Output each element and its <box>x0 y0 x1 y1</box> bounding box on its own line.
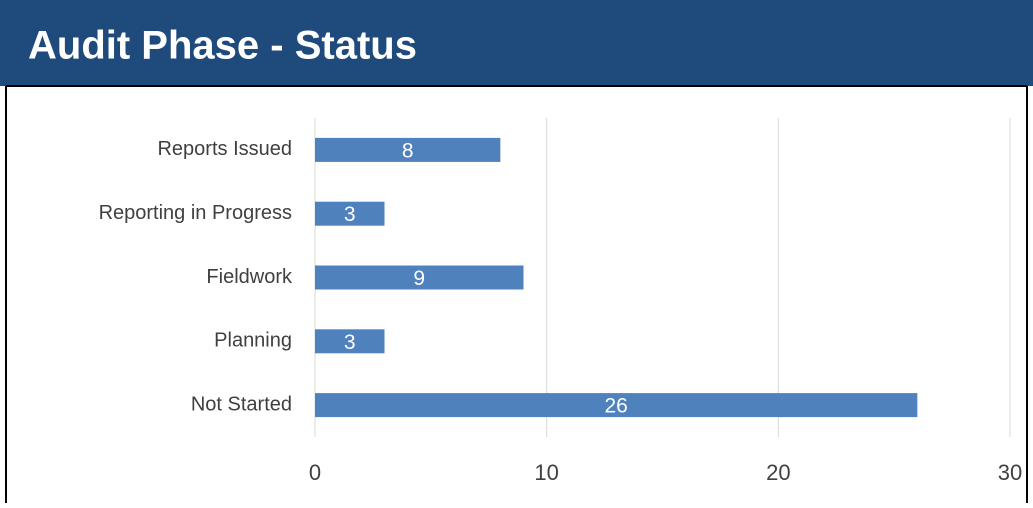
data-label: 3 <box>344 203 356 226</box>
y-tick-label: Reports Issued <box>157 138 292 160</box>
chart-title: Audit Phase - Status <box>28 24 417 68</box>
x-tick-label: 20 <box>766 460 790 485</box>
data-label: 9 <box>413 267 425 290</box>
y-tick-label: Reporting in Progress <box>99 202 292 224</box>
bar <box>315 393 918 418</box>
header-band <box>0 0 1033 86</box>
y-tick-label: Not Started <box>191 393 292 415</box>
x-tick-label: 10 <box>534 460 558 485</box>
bar <box>315 265 524 290</box>
bar <box>315 137 501 162</box>
bar <box>315 329 385 354</box>
x-tick-label: 30 <box>998 460 1022 485</box>
data-label: 8 <box>402 139 414 162</box>
y-tick-label: Planning <box>214 330 292 352</box>
x-tick-label: 0 <box>309 460 321 485</box>
bar <box>315 201 385 226</box>
data-label: 26 <box>604 395 627 418</box>
data-label: 3 <box>344 331 356 354</box>
y-tick-label: Fieldwork <box>206 266 293 288</box>
